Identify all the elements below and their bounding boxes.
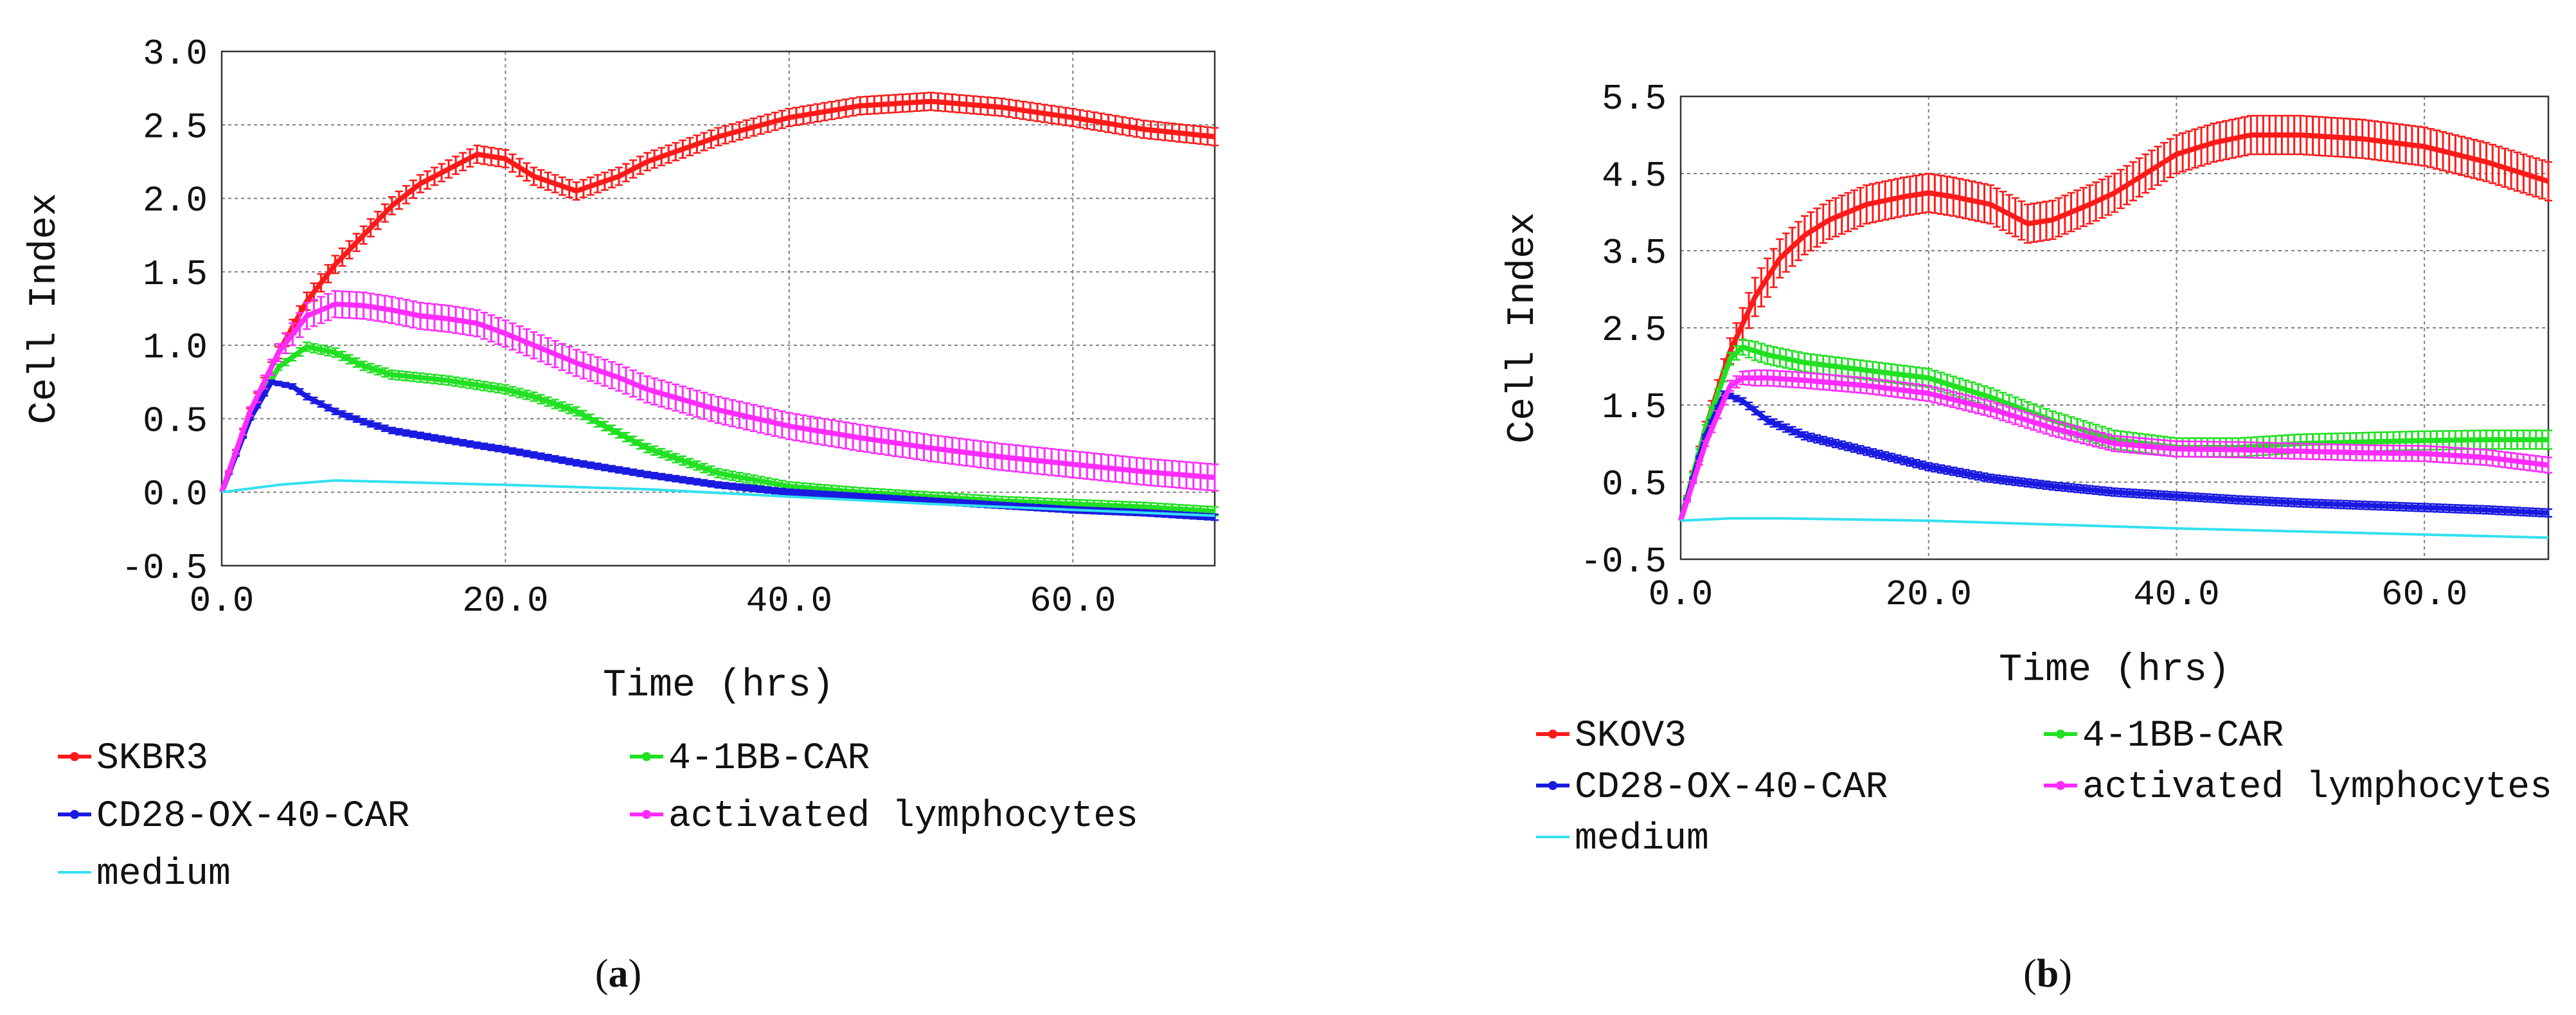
chart-a-caption-letter: a (609, 952, 629, 996)
chart-b-caption: (b) (2023, 952, 2072, 996)
chart-b-ytick-label: 3.5 (1602, 233, 1667, 274)
chart-b-xtick-label: 60.0 (2381, 574, 2467, 615)
series-cd28-ox-40-car (219, 379, 1219, 521)
series-skbr3-line (219, 98, 1215, 494)
legend-marker (1548, 730, 1557, 739)
legend-label: CD28-OX-40-CAR (1575, 767, 1888, 809)
series-skbr3-error-bars (225, 91, 1219, 474)
series-cd28-ox-40-car (1678, 390, 2552, 522)
series-activated-lymphocytes (1678, 369, 2552, 522)
legend-item-4-1bb-car: 4-1BB-CAR (630, 738, 870, 780)
legend-marker (70, 752, 79, 761)
chart-b-ytick-label: 2.5 (1602, 310, 1667, 351)
chart-b-y-ticks: -0.5 0.5 1.5 2.5 3.5 4.5 5.5 (1580, 78, 1667, 582)
series-skov3 (1678, 114, 2552, 522)
chart-b-plot-frame (1679, 95, 2550, 561)
chart-b-xtick-label: 20.0 (1886, 574, 1972, 615)
chart-a-ytick-label: 1.5 (143, 254, 208, 295)
series-medium-line (221, 479, 1215, 517)
chart-a-legend: SKBR3 4-1BB-CAR CD28-OX-40-CAR activated ly… (58, 738, 1138, 895)
series-medium-line (1680, 517, 2549, 539)
legend-item-cd28-ox-40-car: CD28-OX-40-CAR (1536, 767, 1888, 809)
series-activated-lymphocytes-error-bars (225, 290, 1219, 492)
chart-b-legend: SKOV3 4-1BB-CAR CD28-OX-40-CAR activated ly… (1536, 715, 2552, 860)
chart-a-y-axis-label: Cell Index (23, 193, 67, 424)
chart-b-ytick-label: -0.5 (1580, 541, 1667, 582)
chart-a-ytick-label: 0.5 (143, 400, 208, 442)
chart-a-xtick-label: 60.0 (1030, 580, 1116, 622)
legend-marker (1548, 781, 1557, 790)
legend-item-cd28-ox-40-car: CD28-OX-40-CAR (58, 796, 409, 838)
chart-a-ytick-label: 2.5 (143, 107, 208, 148)
legend-label: medium (1575, 818, 1709, 860)
chart-a-series (219, 91, 1219, 521)
chart-panel-a: -0.50.00.51.01.52.02.53.0 0.0 20.0 40.0 60.… (23, 33, 1219, 996)
chart-a-ytick-label: -0.5 (121, 548, 208, 589)
series-medium (1680, 517, 2549, 539)
series-4-1bb-car-line (219, 344, 1215, 514)
chart-a-ytick-label: 1.0 (143, 327, 208, 368)
chart-b-xtick-label: 40.0 (2133, 574, 2219, 615)
legend-item-activated-lymphocytes: activated lymphocytes (630, 796, 1138, 838)
chart-b-caption-letter: b (2037, 952, 2059, 996)
legend-item-medium: medium (58, 854, 231, 895)
legend-marker (642, 810, 651, 819)
chart-a-plot-frame (220, 50, 1216, 567)
legend-label: SKOV3 (1575, 715, 1686, 757)
chart-a-xtick-label: 0.0 (190, 580, 255, 622)
chart-a-caption: (a) (595, 952, 641, 996)
series-cd28-ox-40-car-line (219, 379, 1215, 520)
chart-b-xtick-label: 0.0 (1649, 574, 1713, 615)
chart-b-y-axis-label: Cell Index (1501, 212, 1545, 444)
chart-b-x-ticks: 0.0 20.0 40.0 60.0 (1649, 574, 2468, 615)
legend-label: 4-1BB-CAR (2082, 715, 2284, 757)
legend-label: activated lymphocytes (2082, 767, 2552, 809)
series-cd28-ox-40-car-line (1678, 391, 2549, 522)
legend-item-4-1bb-car: 4-1BB-CAR (2044, 715, 2284, 757)
legend-label: medium (96, 854, 231, 895)
chart-b-ytick-label: 4.5 (1602, 156, 1667, 197)
series-activated-lymphocytes (219, 290, 1219, 494)
series-4-1bb-car-line (1678, 345, 2548, 522)
legend-item-skbr3: SKBR3 (58, 738, 208, 780)
chart-a-ytick-label: 3.0 (143, 33, 208, 75)
chart-a-ytick-label: 0.0 (143, 474, 208, 516)
chart-b-series (1678, 114, 2552, 539)
chart-panel-b: -0.5 0.5 1.5 2.5 3.5 4.5 5.5 0.0 20.0 40.0 60.0 C… (1501, 78, 2552, 996)
series-activated-lymphocytes-line (1678, 375, 2549, 522)
chart-a-x-axis-label: Time (hrs) (603, 664, 834, 708)
series-skov3-line (1678, 132, 2550, 522)
series-skbr3 (219, 91, 1219, 494)
legend-marker (70, 810, 79, 819)
legend-item-medium: medium (1536, 818, 1709, 860)
legend-item-skov3: SKOV3 (1536, 715, 1686, 757)
series-medium (221, 479, 1215, 517)
chart-a-ytick-label: 2.0 (143, 181, 208, 222)
chart-a-xtick-label: 20.0 (462, 580, 548, 622)
legend-marker (642, 752, 651, 761)
chart-a-y-ticks: -0.5 0.0 0.5 1.0 1.5 2.0 2.5 3.0 (121, 33, 208, 589)
legend-label: CD28-OX-40-CAR (96, 796, 409, 838)
chart-b-ytick-label: 1.5 (1602, 387, 1667, 428)
chart-b-ytick-label: 0.5 (1602, 464, 1667, 505)
chart-b-ytick-label: 5.5 (1602, 78, 1667, 120)
series-activated-lymphocytes-line (219, 301, 1215, 494)
chart-a-x-ticks: 0.0 20.0 40.0 60.0 (190, 580, 1116, 622)
legend-marker (2056, 781, 2065, 790)
legend-item-activated-lymphocytes: activated lymphocytes (2044, 767, 2552, 809)
legend-label: 4-1BB-CAR (668, 738, 870, 780)
legend-label: activated lymphocytes (668, 796, 1138, 838)
series-4-1bb-car (219, 341, 1219, 517)
chart-a-xtick-label: 40.0 (746, 580, 832, 622)
legend-label: SKBR3 (96, 738, 208, 780)
chart-b-x-axis-label: Time (hrs) (1999, 649, 2230, 692)
legend-marker (2056, 730, 2065, 739)
